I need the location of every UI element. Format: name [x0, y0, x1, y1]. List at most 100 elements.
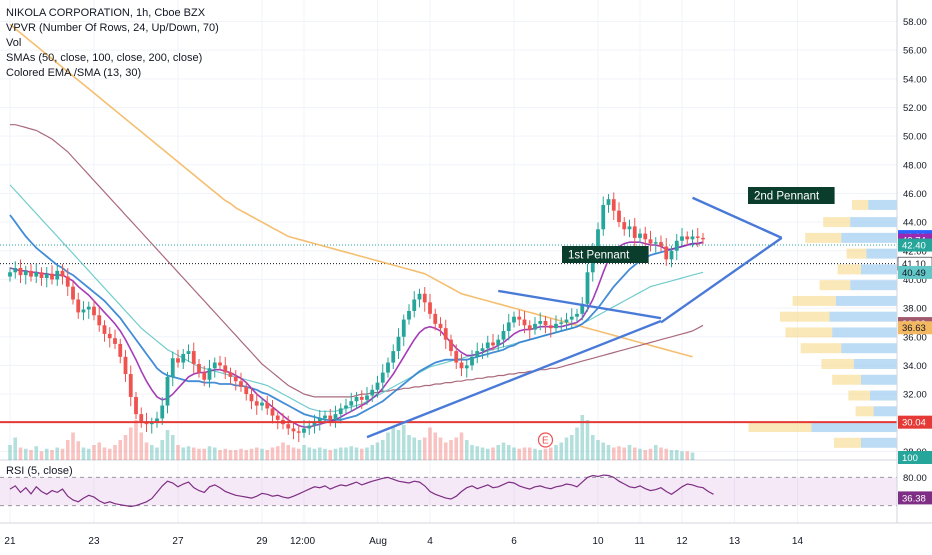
volume-bar — [375, 442, 380, 460]
candle-body — [622, 222, 627, 230]
candle-body — [44, 273, 49, 279]
vpvr-row-down — [861, 437, 897, 448]
candle-body — [202, 372, 207, 380]
pennant2-label: 2nd Pennant — [754, 191, 820, 203]
candle-body — [139, 414, 144, 422]
pennant2-upper-trendline[interactable] — [692, 196, 783, 239]
volume-bar — [202, 448, 207, 460]
legend-vpvr[interactable]: VPVR (Number Of Rows, 24, Up/Down, 70) — [6, 22, 219, 34]
candle-body — [55, 270, 60, 280]
earnings-marker[interactable] — [537, 432, 554, 448]
vpvr-row-down — [829, 311, 897, 322]
candle-body — [260, 402, 264, 406]
candle-body — [438, 323, 443, 329]
legend-ema[interactable]: Colored EMA /SMA (13, 30) — [6, 67, 142, 79]
volume-bar — [470, 445, 474, 460]
vpvr-row-down — [835, 295, 897, 306]
vpvr-row-down — [832, 327, 897, 338]
x-tick-label: 29 — [256, 536, 268, 547]
y-tick-label: 46.00 — [903, 189, 927, 200]
legend-vol[interactable]: Vol — [6, 37, 22, 49]
vpvr-row-down — [861, 264, 897, 275]
volume-bar — [386, 432, 390, 460]
volume-bar — [580, 415, 585, 460]
volume-bar — [601, 442, 606, 460]
volume-bar — [212, 447, 217, 460]
vpvr-row-down — [841, 232, 897, 243]
rsi-tick-label: 80.00 — [903, 473, 927, 484]
pennant2-label-box[interactable] — [748, 187, 835, 204]
volume-bar — [622, 447, 627, 460]
vpvr-row-up — [785, 327, 833, 338]
candle-body — [149, 422, 154, 425]
candle-body — [554, 323, 558, 329]
x-tick-label: 11 — [634, 536, 645, 547]
pennant1-upper-trendline[interactable] — [498, 289, 662, 320]
rsi-legend[interactable]: RSI (5, close) — [6, 465, 73, 477]
legend-smas[interactable]: SMAs (50, close, 100, close, 200, close) — [6, 52, 203, 64]
vpvr-row-up — [848, 390, 870, 401]
candle-body — [123, 356, 128, 375]
candle-body — [29, 270, 33, 277]
volume-bar — [155, 447, 159, 460]
x-tick-label: 6 — [511, 536, 517, 547]
volume-bar — [13, 437, 18, 460]
vpvr-row-up — [834, 437, 861, 448]
rsi-current-tag: 36.38 — [902, 493, 926, 504]
volume-bar — [244, 450, 249, 460]
x-tick-label: 12 — [676, 536, 688, 547]
volume-bar — [281, 442, 285, 460]
candle-body — [197, 363, 201, 373]
volume-bar — [186, 446, 191, 460]
volume-bar — [207, 446, 212, 460]
volume-bar — [197, 448, 201, 460]
vpvr-row-down — [866, 248, 897, 259]
x-tick-label: 23 — [88, 536, 100, 547]
volume-bar — [491, 447, 495, 460]
volume-bar — [617, 446, 621, 460]
pennant1-lower-trendline[interactable] — [366, 319, 662, 439]
volume-bar — [449, 440, 453, 460]
volume-bar — [123, 435, 128, 460]
y-tick-label: 54.00 — [903, 74, 927, 85]
x-tick-label: Aug — [369, 536, 387, 547]
candle-body — [585, 272, 590, 304]
volume-bar — [118, 440, 123, 460]
volume-bar — [144, 442, 149, 460]
candle-body — [270, 408, 275, 416]
vpvr-row-up — [805, 232, 842, 243]
volume-bar — [538, 450, 543, 460]
pennant1-label-box[interactable] — [562, 246, 649, 263]
y-tick-label: 38.00 — [903, 304, 927, 315]
price-tag-100: 100 — [902, 453, 918, 464]
y-tick-label: 56.00 — [903, 46, 927, 57]
volume-bar — [165, 430, 170, 460]
candle-body — [449, 339, 453, 352]
earnings-marker-label: E — [542, 436, 549, 447]
candle-body — [102, 325, 107, 334]
vpvr-row-up — [832, 374, 861, 385]
volume-bar — [407, 435, 411, 460]
candle-body — [223, 365, 228, 373]
candle-body — [454, 351, 459, 363]
candle-body — [349, 401, 354, 406]
candle-body — [323, 415, 327, 419]
volume-bar — [380, 440, 385, 460]
vpvr-row-up — [837, 264, 861, 275]
volume-bar — [81, 447, 86, 460]
candle-body — [86, 306, 91, 310]
pennant2-lower-trendline[interactable] — [660, 236, 783, 324]
volume-bar — [585, 420, 590, 460]
legend-title[interactable]: NIKOLA CORPORATION, 1h, Cboe BZX — [6, 7, 206, 19]
volume-bar — [338, 447, 343, 460]
volume-bar — [18, 447, 23, 460]
candle-body — [118, 343, 123, 357]
volume-bar — [438, 437, 443, 460]
candle-body — [113, 338, 117, 344]
volume-bar — [417, 440, 422, 460]
candle-body — [501, 331, 506, 340]
candle-body — [254, 401, 259, 406]
candle-body — [575, 313, 579, 317]
